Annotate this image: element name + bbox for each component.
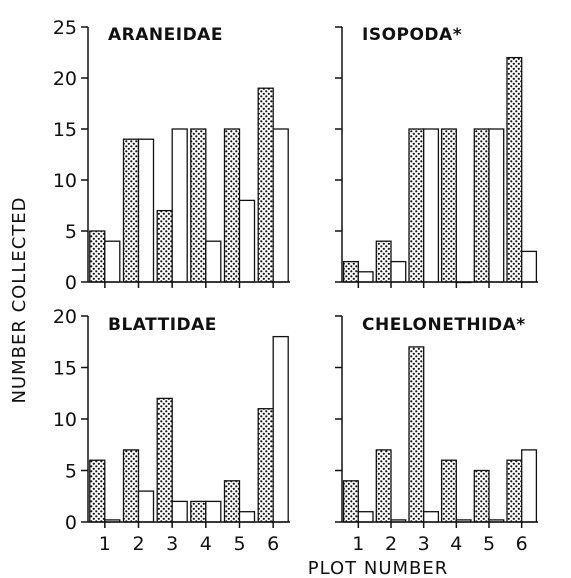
panel-2-title: ISOPODA* <box>362 25 462 45</box>
panel-4-x-tick-label-2: 2 <box>385 533 397 555</box>
panel-1-bar-dotted-2 <box>122 138 140 283</box>
panel-1-y-tick-label-0: 0 <box>65 272 77 294</box>
panel-4-bar-dotted-2 <box>375 449 392 523</box>
panel-1-bar-dotted-6 <box>257 87 274 283</box>
panel-1-y-tick-label-20: 20 <box>53 68 77 90</box>
panel-4-x-tick-label-3: 3 <box>418 533 430 555</box>
panel-4-x-tick-label-5: 5 <box>483 533 495 555</box>
panel-4-x-tick-label-6: 6 <box>516 533 528 555</box>
panel-1-y-tick-label-15: 15 <box>53 119 77 141</box>
panel-4-bar-open-6 <box>521 449 538 523</box>
panel-2-bar-open-5 <box>488 128 505 283</box>
panel-2-bar-open-3 <box>423 128 440 283</box>
panel-2-bar-dotted-3 <box>408 128 425 283</box>
panel-3-x-tick-label-6: 6 <box>267 533 279 555</box>
panel-3-y-tick-label-15: 15 <box>53 358 77 380</box>
panel-2-bar-open-1 <box>357 271 374 283</box>
panel-3-x-tick-label-1: 1 <box>99 533 111 555</box>
panel-4-bar-dotted-5 <box>473 469 490 523</box>
panel-3-bar-open-4 <box>205 500 222 523</box>
panel-3-x-tick-label-3: 3 <box>166 533 178 555</box>
panel-3-bar-open-5 <box>238 511 256 523</box>
panel-3-x-tick-label-4: 4 <box>200 533 212 555</box>
panel-4-bar-open-3 <box>423 511 440 523</box>
panel-3-bar-open-6 <box>272 335 289 523</box>
panel-4-bar-dotted-3 <box>408 346 425 523</box>
panel-1-bar-open-1 <box>104 240 121 283</box>
panel-3-bar-dotted-2 <box>122 449 140 523</box>
panel-4-bar-dotted-1 <box>342 480 359 523</box>
panel-1-bar-open-6 <box>272 128 289 283</box>
panel-3-bar-dotted-4 <box>190 500 207 523</box>
panel-1-bar-dotted-4 <box>190 128 207 283</box>
panel-1-bar-open-4 <box>205 240 222 283</box>
panel-3-y-tick-label-10: 10 <box>53 409 77 431</box>
panel-4-title: CHELONETHIDA* <box>362 315 526 335</box>
panel-3-y-tick-label-20: 20 <box>53 306 77 328</box>
panel-2-bar-dotted-4 <box>440 128 457 283</box>
panel-1-bar-dotted-5 <box>223 128 241 283</box>
panel-2-bar-open-2 <box>390 260 407 283</box>
panel-4-x-tick-label-4: 4 <box>450 533 462 555</box>
panel-3-bar-dotted-6 <box>257 408 274 523</box>
panel-4-x-tick-label-1: 1 <box>352 533 364 555</box>
panel-1-y-tick-label-5: 5 <box>65 221 77 243</box>
panel-2-bar-dotted-2 <box>375 240 392 283</box>
panel-1-bar-open-5 <box>238 199 256 283</box>
panel-3-y-tick-label-0: 0 <box>65 512 77 534</box>
panel-3-x-tick-label-2: 2 <box>132 533 144 555</box>
panel-2-bar-dotted-5 <box>473 128 490 283</box>
panel-3-bar-dotted-1 <box>89 459 106 523</box>
panel-2-bar-dotted-6 <box>506 56 523 283</box>
panel-1-bar-dotted-1 <box>89 230 106 283</box>
panel-2-bar-open-6 <box>521 250 538 283</box>
panel-1-title: ARANEIDAE <box>108 25 223 45</box>
panel-1-bar-open-2 <box>137 138 155 283</box>
panel-1-bar-open-3 <box>171 128 188 283</box>
panel-3-y-tick-label-5: 5 <box>65 461 77 483</box>
panel-4-bar-dotted-6 <box>506 459 523 523</box>
x-axis-title: PLOT NUMBER <box>308 558 449 578</box>
y-axis-title: NUMBER COLLECTED <box>9 196 30 403</box>
panel-4-bar-dotted-4 <box>440 459 457 523</box>
panel-3-bar-open-2 <box>137 490 155 523</box>
panel-3-bar-dotted-5 <box>223 480 241 523</box>
panel-1-y-tick-label-25: 25 <box>53 17 77 39</box>
panel-3-bar-dotted-3 <box>156 397 173 523</box>
panel-3-x-tick-label-5: 5 <box>233 533 245 555</box>
panel-3-bar-open-3 <box>171 500 188 523</box>
panel-1-bar-dotted-3 <box>156 209 173 283</box>
panel-3-title: BLATTIDAE <box>108 315 217 335</box>
panel-1-y-tick-label-10: 10 <box>53 170 77 192</box>
panel-4-bar-open-1 <box>357 511 374 523</box>
panel-2-bar-dotted-1 <box>342 260 359 283</box>
